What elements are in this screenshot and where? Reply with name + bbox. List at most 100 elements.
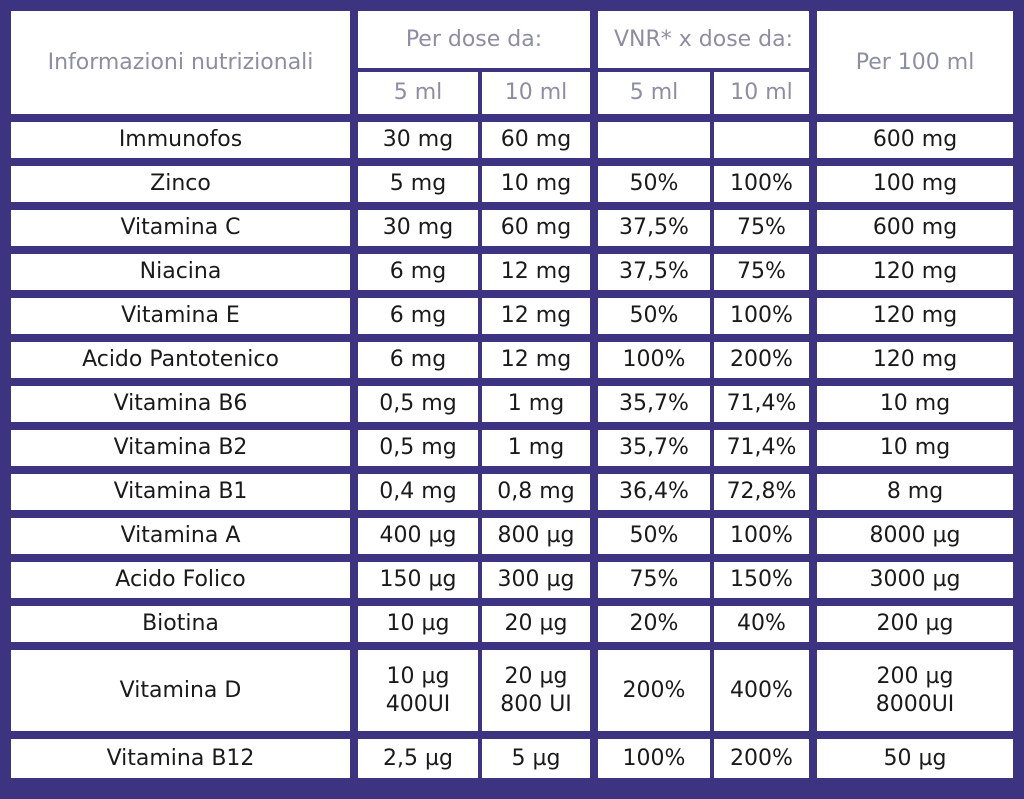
dose-10ml: 12 mg — [482, 342, 598, 386]
table-row: Immunofos 30 mg 60 mg 600 mg — [11, 122, 1014, 166]
vnr-10ml: 71,4% — [714, 430, 818, 474]
per-100ml: 120 mg — [817, 298, 1014, 342]
dose-10ml-mass: 20 µg — [504, 663, 568, 689]
vnr-5ml: 37,5% — [598, 254, 714, 298]
header-sub-dose-10: 10 ml — [482, 72, 598, 122]
table-row: Biotina 10 µg 20 µg 20% 40% 200 µg — [11, 606, 1014, 650]
per-100ml: 120 mg — [817, 254, 1014, 298]
per-100ml: 8000 µg — [817, 518, 1014, 562]
dose-10ml: 1 mg — [482, 386, 598, 430]
header-per-dose: Per dose da: — [358, 11, 598, 72]
vnr-10ml: 75% — [714, 210, 818, 254]
dose-10ml: 10 mg — [482, 166, 598, 210]
dose-10ml: 60 mg — [482, 122, 598, 166]
dose-5ml: 10 µg 400UI — [358, 650, 482, 739]
nutrition-table: Informazioni nutrizionali Per dose da: V… — [11, 11, 1014, 778]
vnr-10ml: 200% — [714, 739, 818, 778]
vnr-5ml: 50% — [598, 518, 714, 562]
vnr-10ml — [714, 122, 818, 166]
dose-5ml-ui: 400UI — [385, 691, 451, 717]
dose-5ml: 0,5 mg — [358, 386, 482, 430]
dose-10ml: 800 µg — [482, 518, 598, 562]
per-100ml: 200 µg — [817, 606, 1014, 650]
header-vnr-dose: VNR* x dose da: — [598, 11, 818, 72]
vnr-5ml: 36,4% — [598, 474, 714, 518]
dose-10ml: 300 µg — [482, 562, 598, 606]
vnr-10ml: 100% — [714, 518, 818, 562]
dose-5ml-mass: 10 µg — [386, 663, 450, 689]
per-100ml: 200 µg 8000UI — [817, 650, 1014, 739]
nutrient-name: Acido Pantotenico — [11, 342, 358, 386]
nutrient-name: Vitamina B2 — [11, 430, 358, 474]
vnr-10ml: 40% — [714, 606, 818, 650]
dose-5ml: 0,5 mg — [358, 430, 482, 474]
nutrient-name: Niacina — [11, 254, 358, 298]
nutrient-name: Vitamina A — [11, 518, 358, 562]
table-row: Niacina 6 mg 12 mg 37,5% 75% 120 mg — [11, 254, 1014, 298]
per-100ml: 100 mg — [817, 166, 1014, 210]
dose-10ml: 60 mg — [482, 210, 598, 254]
vnr-5ml: 50% — [598, 298, 714, 342]
vnr-10ml: 72,8% — [714, 474, 818, 518]
table-row: Vitamina B1 0,4 mg 0,8 mg 36,4% 72,8% 8 … — [11, 474, 1014, 518]
vnr-5ml: 50% — [598, 166, 714, 210]
nutrient-name: Vitamina E — [11, 298, 358, 342]
per-100ml: 50 µg — [817, 739, 1014, 778]
nutrient-name: Zinco — [11, 166, 358, 210]
vnr-5ml: 35,7% — [598, 430, 714, 474]
per-100ml: 120 mg — [817, 342, 1014, 386]
nutrient-name: Acido Folico — [11, 562, 358, 606]
dose-10ml: 1 mg — [482, 430, 598, 474]
header-label-col: Informazioni nutrizionali — [11, 11, 358, 122]
dose-10ml: 12 mg — [482, 254, 598, 298]
per-100ml: 3000 µg — [817, 562, 1014, 606]
dose-5ml: 6 mg — [358, 342, 482, 386]
table-row: Acido Pantotenico 6 mg 12 mg 100% 200% 1… — [11, 342, 1014, 386]
nutrient-name: Vitamina B12 — [11, 739, 358, 778]
header-sub-vnr-5: 5 ml — [598, 72, 714, 122]
vnr-5ml — [598, 122, 714, 166]
nutrient-name: Vitamina C — [11, 210, 358, 254]
dose-10ml: 0,8 mg — [482, 474, 598, 518]
per-100ml-ui: 8000UI — [875, 691, 955, 717]
dose-5ml: 30 mg — [358, 122, 482, 166]
vnr-10ml: 150% — [714, 562, 818, 606]
nutrient-name: Vitamina D — [11, 650, 358, 739]
table-row: Vitamina D 10 µg 400UI 20 µg 800 UI 200%… — [11, 650, 1014, 739]
header-sub-dose-5: 5 ml — [358, 72, 482, 122]
table-row: Vitamina A 400 µg 800 µg 50% 100% 8000 µ… — [11, 518, 1014, 562]
dose-5ml: 400 µg — [358, 518, 482, 562]
table-row: Vitamina E 6 mg 12 mg 50% 100% 120 mg — [11, 298, 1014, 342]
header-sub-vnr-10: 10 ml — [714, 72, 818, 122]
vnr-10ml: 100% — [714, 298, 818, 342]
dose-10ml-ui: 800 UI — [500, 691, 572, 717]
dose-5ml: 0,4 mg — [358, 474, 482, 518]
nutrient-name: Biotina — [11, 606, 358, 650]
vnr-5ml: 100% — [598, 739, 714, 778]
vnr-5ml: 75% — [598, 562, 714, 606]
table-row: Acido Folico 150 µg 300 µg 75% 150% 3000… — [11, 562, 1014, 606]
table-row: Vitamina B2 0,5 mg 1 mg 35,7% 71,4% 10 m… — [11, 430, 1014, 474]
vnr-5ml: 20% — [598, 606, 714, 650]
dose-5ml: 6 mg — [358, 298, 482, 342]
vnr-5ml: 100% — [598, 342, 714, 386]
vnr-10ml: 400% — [714, 650, 818, 739]
vnr-10ml: 71,4% — [714, 386, 818, 430]
dose-5ml: 6 mg — [358, 254, 482, 298]
per-100ml: 10 mg — [817, 430, 1014, 474]
vnr-10ml: 75% — [714, 254, 818, 298]
vnr-5ml: 35,7% — [598, 386, 714, 430]
nutrient-name: Vitamina B6 — [11, 386, 358, 430]
vnr-10ml: 200% — [714, 342, 818, 386]
dose-5ml: 2,5 µg — [358, 739, 482, 778]
dose-5ml: 150 µg — [358, 562, 482, 606]
dose-10ml: 12 mg — [482, 298, 598, 342]
per-100ml-mass: 200 µg — [876, 663, 954, 689]
per-100ml: 600 mg — [817, 210, 1014, 254]
per-100ml: 600 mg — [817, 122, 1014, 166]
dose-5ml: 5 mg — [358, 166, 482, 210]
header-per-100: Per 100 ml — [817, 11, 1014, 122]
table-row: Vitamina B6 0,5 mg 1 mg 35,7% 71,4% 10 m… — [11, 386, 1014, 430]
table-row: Zinco 5 mg 10 mg 50% 100% 100 mg — [11, 166, 1014, 210]
